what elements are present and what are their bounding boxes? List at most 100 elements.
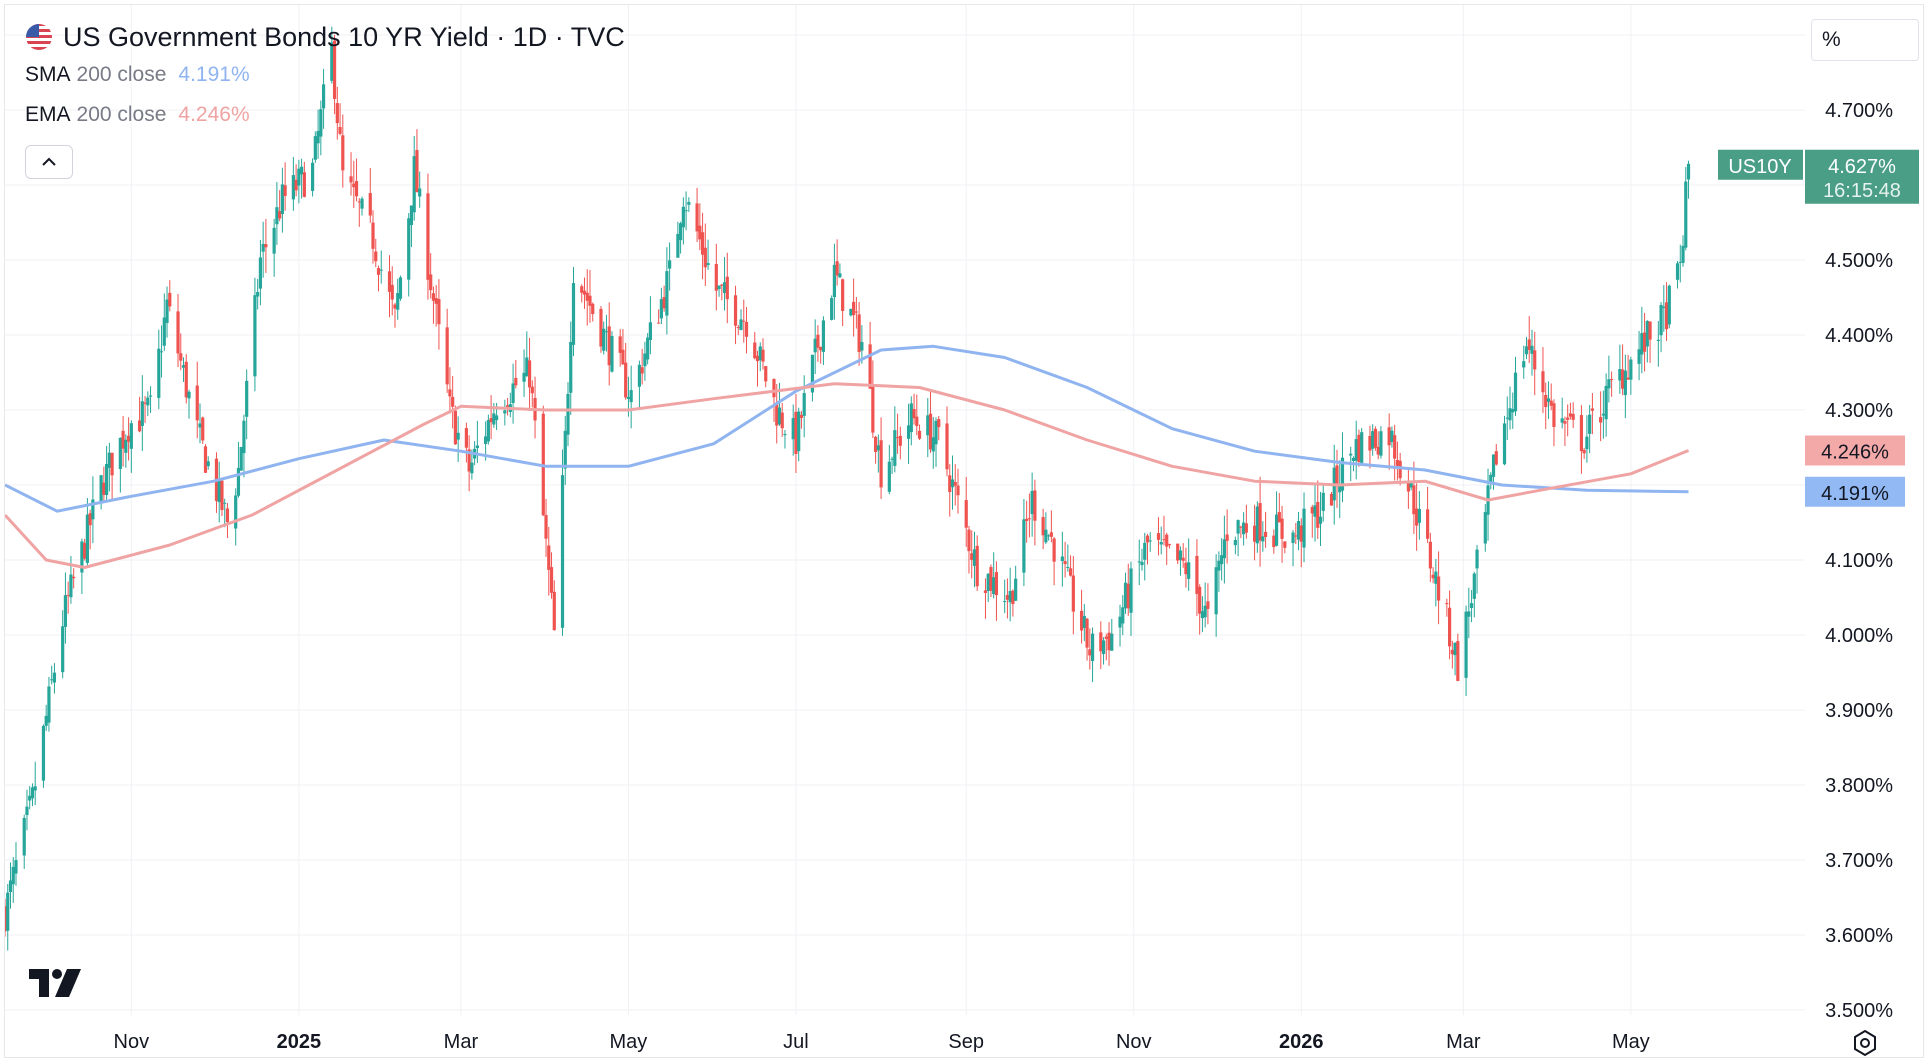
candle-body (338, 126, 342, 134)
settings-gear-icon[interactable] (1851, 1029, 1879, 1057)
candle-body (99, 475, 103, 503)
chart-legend: US Government Bonds 10 YR Yield · 1D · T… (25, 19, 625, 135)
indicator-params: 200 close (76, 103, 167, 126)
candle-body (319, 109, 323, 137)
candle-body (967, 529, 971, 552)
candle-body (706, 263, 710, 266)
candle-body (1428, 541, 1432, 569)
candle-body (431, 293, 436, 301)
candle-body (72, 576, 76, 579)
candle-body (283, 185, 287, 196)
candle-body (426, 193, 430, 280)
candle-body (242, 420, 246, 454)
candle-body (256, 291, 260, 297)
candle-body (1140, 561, 1144, 566)
indicator-ema[interactable]: EMA 200 close 4.246% (25, 95, 625, 135)
candle-body (505, 405, 510, 408)
candle-body (1610, 379, 1614, 381)
candle-body (179, 353, 183, 361)
candle-body (956, 485, 960, 496)
x-tick-label: May (610, 1031, 648, 1053)
candle-body (321, 84, 326, 109)
indicator-sma[interactable]: SMA 200 close 4.191% (25, 55, 625, 95)
candle-body (253, 295, 257, 377)
candle-body (1022, 519, 1026, 573)
candle-body (398, 277, 403, 299)
candle-body (503, 410, 507, 414)
candle-body (47, 686, 51, 723)
candle-body (983, 590, 988, 593)
candle-body (659, 299, 663, 319)
candle-body (761, 349, 765, 362)
candle-body (1453, 642, 1457, 656)
x-tick-label: Jul (783, 1031, 809, 1053)
candle-body (102, 482, 106, 495)
indicator-name: EMA (25, 103, 71, 126)
candle-body (1409, 481, 1413, 488)
candle-body (1431, 574, 1435, 579)
candle-body (393, 304, 397, 309)
candle-body (511, 383, 515, 404)
candle-body (1085, 618, 1089, 648)
candle-body (22, 817, 26, 856)
candle-body (1412, 485, 1416, 515)
collapse-legend-button[interactable] (25, 145, 73, 179)
candle-body (945, 423, 949, 470)
candle-body (1200, 611, 1205, 619)
candle-body (434, 298, 438, 304)
candle-body (390, 284, 394, 300)
x-tick-label: 2025 (277, 1031, 322, 1053)
tradingview-logo-icon[interactable] (29, 969, 83, 997)
candle-body (1560, 418, 1564, 423)
candle-body (802, 393, 806, 416)
candle-body (742, 320, 746, 322)
time-axis[interactable]: Nov 2025 Mar May Jul Sep Nov 2026 Mar May (114, 1031, 1650, 1053)
candle-body (1156, 533, 1161, 540)
x-tick-label: 2026 (1279, 1031, 1324, 1053)
candle-body (445, 327, 449, 385)
candle-body (871, 386, 875, 433)
candle-body (121, 430, 125, 449)
candle-body (451, 396, 455, 407)
candle-body (1406, 482, 1410, 492)
candle-body (849, 308, 853, 316)
candle-body (566, 393, 570, 435)
candle-body (1110, 633, 1114, 651)
candle-body (1376, 446, 1380, 455)
candle-body (1044, 529, 1048, 543)
candle-body (1071, 575, 1075, 612)
candle-body (1522, 361, 1526, 368)
candle-body (1527, 339, 1531, 350)
candle-body (1571, 413, 1575, 420)
candle-body (852, 301, 856, 316)
candle-body (1068, 568, 1073, 576)
candle-body (1101, 640, 1106, 655)
candle-body (1579, 415, 1584, 452)
chart-canvas[interactable]: 4.800%4.700%4.600%4.500%4.400%4.300%4.20… (5, 5, 1925, 1059)
candle-body (544, 515, 548, 539)
candle-body (198, 423, 202, 428)
candle-body (105, 463, 109, 496)
candle-body (330, 42, 334, 81)
candle-body (1601, 413, 1605, 416)
candle-body (1549, 400, 1553, 406)
candle-body (1590, 408, 1594, 411)
y-tick-label: 3.600% (1825, 925, 1893, 947)
scale-mode-button[interactable]: % (1811, 19, 1919, 61)
candle-body (887, 461, 891, 492)
symbol-header[interactable]: US Government Bonds 10 YR Yield · 1D · T… (25, 19, 625, 55)
candle-body (1088, 649, 1092, 656)
candle-body (873, 436, 878, 452)
candle-body (1222, 539, 1226, 559)
candle-body (437, 299, 441, 325)
candle-body (33, 786, 37, 791)
candle-body (1176, 543, 1180, 561)
candle-body (1664, 302, 1669, 330)
candle-body (1258, 503, 1262, 541)
candle-body (599, 308, 603, 347)
candle-body (1373, 428, 1378, 448)
candle-body (1003, 601, 1007, 603)
candle-body (1568, 413, 1573, 417)
candle-body (374, 251, 378, 262)
candle-body (607, 326, 611, 366)
